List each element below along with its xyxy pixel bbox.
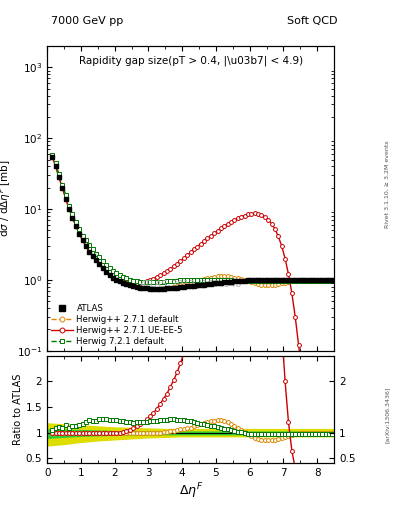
Text: [arXiv:1306.3436]: [arXiv:1306.3436] [385, 387, 389, 443]
X-axis label: $\Delta\eta^F$: $\Delta\eta^F$ [178, 481, 203, 501]
Y-axis label: d$\sigma$ / d$\Delta\eta^F$ [mb]: d$\sigma$ / d$\Delta\eta^F$ [mb] [0, 160, 13, 237]
Text: ATLAS_2012_I1084540: ATLAS_2012_I1084540 [139, 279, 242, 288]
Text: Soft QCD: Soft QCD [288, 16, 338, 27]
Text: 7000 GeV pp: 7000 GeV pp [51, 16, 123, 27]
Y-axis label: Ratio to ATLAS: Ratio to ATLAS [13, 374, 23, 445]
Text: Rivet 3.1.10, ≥ 3.2M events: Rivet 3.1.10, ≥ 3.2M events [385, 140, 389, 228]
Text: Rapidity gap size(pT > 0.4, |\u03b7| < 4.9): Rapidity gap size(pT > 0.4, |\u03b7| < 4… [79, 55, 303, 66]
Legend: ATLAS, Herwig++ 2.7.1 default, Herwig++ 2.7.1 UE-EE-5, Herwig 7.2.1 default: ATLAS, Herwig++ 2.7.1 default, Herwig++ … [51, 304, 183, 347]
